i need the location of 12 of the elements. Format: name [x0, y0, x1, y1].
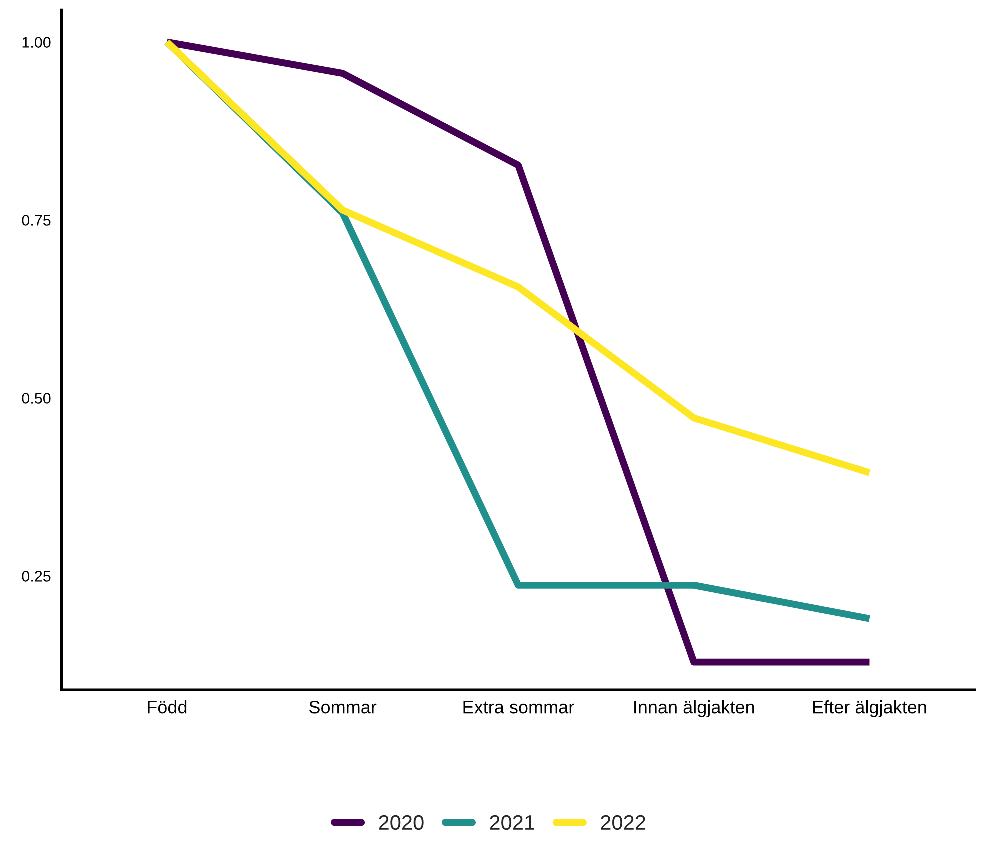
x-tick-label: Extra sommar	[464, 701, 574, 714]
y-tick-label: 0.75	[22, 215, 51, 226]
y-tick-label: 0.50	[22, 393, 51, 404]
legend-label: 2020	[379, 815, 424, 830]
legend-label: 2021	[490, 815, 535, 830]
x-tick-label: Innan älgjakten	[634, 700, 754, 718]
x-tick-label: Sommar	[310, 700, 377, 714]
x-tick-label: Född	[148, 700, 187, 714]
y-tick-label: 0.25	[22, 571, 51, 582]
y-tick-label: 1.00	[22, 37, 51, 48]
x-tick-label: Efter älgjakten	[814, 700, 926, 718]
legend-label: 2022	[601, 815, 646, 830]
